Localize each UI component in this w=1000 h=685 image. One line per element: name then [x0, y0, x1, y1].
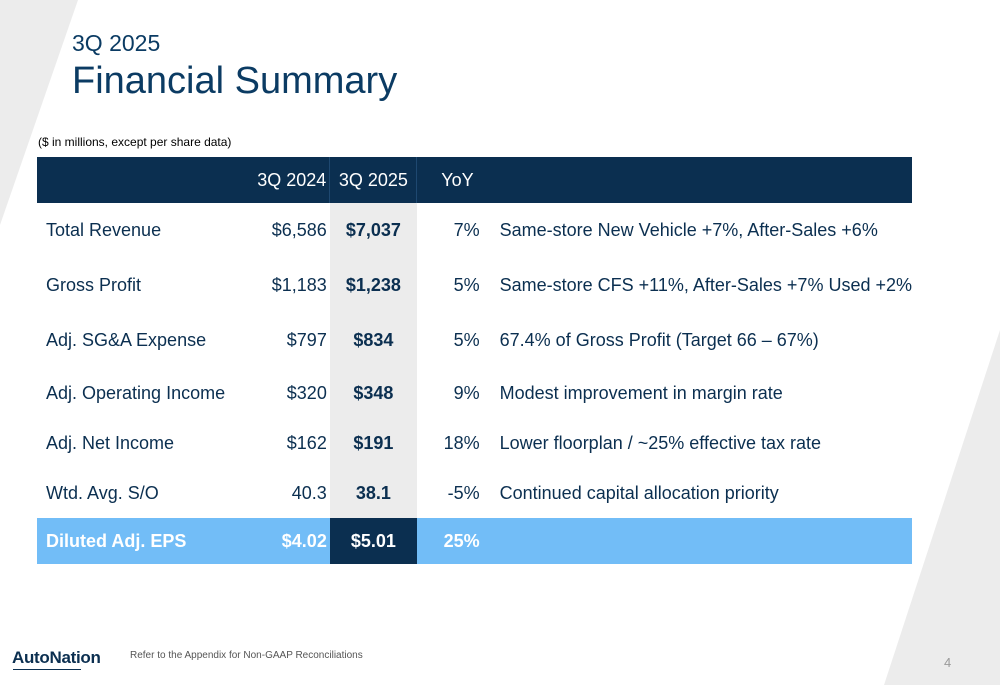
- header-cell-comment: [499, 157, 912, 203]
- header-cell-yoy: YoY: [416, 157, 500, 203]
- financial-summary-table: 3Q 2024 3Q 2025 YoY Total Revenue $6,586…: [37, 157, 912, 564]
- table-row: Total Revenue $6,586 $7,037 7% Same-stor…: [37, 203, 912, 258]
- row-comment: [499, 518, 912, 564]
- value-3q2024: $6,586: [271, 220, 327, 240]
- row-label: Gross Profit: [46, 275, 142, 295]
- value-3q2024: $320: [286, 382, 327, 403]
- row-label: Adj. Operating Income: [46, 382, 226, 403]
- value-3q2024: $797: [286, 330, 327, 350]
- table-row: Adj. Net Income $162 $191 18% Lower floo…: [37, 418, 912, 468]
- table-header-row: 3Q 2024 3Q 2025 YoY: [37, 157, 912, 203]
- row-label: Adj. Net Income: [46, 432, 175, 453]
- page-subtitle: 3Q 2025: [72, 30, 161, 56]
- row-comment: Modest improvement in margin rate: [499, 382, 783, 403]
- value-yoy: 5%: [453, 275, 480, 295]
- value-3q2025: $5.01: [329, 518, 417, 564]
- page-number: 4: [944, 655, 952, 670]
- value-yoy: -5%: [447, 482, 480, 503]
- row-comment: Lower floorplan / ~25% effective tax rat…: [499, 432, 821, 453]
- value-3q2025: $1,238: [329, 258, 417, 313]
- header-cell-3q2024: 3Q 2024: [245, 157, 330, 203]
- title-block: 3Q 2025 Financial Summary: [72, 30, 397, 103]
- row-comment: Continued capital allocation priority: [499, 482, 779, 503]
- autonation-logo: AutoNation: [12, 648, 101, 670]
- row-label: Total Revenue: [46, 220, 162, 240]
- units-note: ($ in millions, except per share data): [38, 135, 232, 149]
- logo-underline: [13, 669, 81, 670]
- table-row: Adj. SG&A Expense $797 $834 5% 67.4% of …: [37, 313, 912, 368]
- value-3q2025: $834: [329, 313, 417, 368]
- table-row: Gross Profit $1,183 $1,238 5% Same-store…: [37, 258, 912, 313]
- row-label: Diluted Adj. EPS: [37, 518, 246, 564]
- value-3q2024: $4.02: [245, 518, 330, 564]
- logo-text: AutoNation: [12, 648, 101, 667]
- header-cell-label: [37, 157, 246, 203]
- value-yoy: 25%: [416, 518, 500, 564]
- row-comment: Same-store CFS +11%, After-Sales +7% Use…: [499, 275, 912, 295]
- value-3q2025: $191: [329, 418, 417, 468]
- table-row: Adj. Operating Income $320 $348 9% Modes…: [37, 368, 912, 418]
- row-label: Wtd. Avg. S/O: [46, 482, 159, 503]
- value-yoy: 9%: [453, 382, 480, 403]
- header-cell-3q2025: 3Q 2025: [329, 157, 418, 203]
- value-3q2024: $162: [286, 432, 327, 453]
- value-3q2025: 38.1: [329, 468, 417, 518]
- row-label: Adj. SG&A Expense: [46, 330, 207, 350]
- value-3q2025: $348: [329, 368, 417, 418]
- value-3q2025: $7,037: [329, 203, 417, 258]
- value-3q2024: $1,183: [271, 275, 327, 295]
- footnote: Refer to the Appendix for Non-GAAP Recon…: [130, 650, 363, 661]
- value-yoy: 7%: [453, 220, 480, 240]
- row-comment: 67.4% of Gross Profit (Target 66 – 67%): [499, 330, 819, 350]
- value-yoy: 5%: [453, 330, 480, 350]
- page-title: Financial Summary: [72, 60, 398, 102]
- value-yoy: 18%: [443, 432, 480, 453]
- highlight-row-diluted-eps: Diluted Adj. EPS $4.02 $5.01 25%: [37, 518, 912, 564]
- row-comment: Same-store New Vehicle +7%, After-Sales …: [499, 220, 878, 240]
- table-row: Wtd. Avg. S/O 40.3 38.1 -5% Continued ca…: [37, 468, 912, 518]
- value-3q2024: 40.3: [291, 482, 327, 503]
